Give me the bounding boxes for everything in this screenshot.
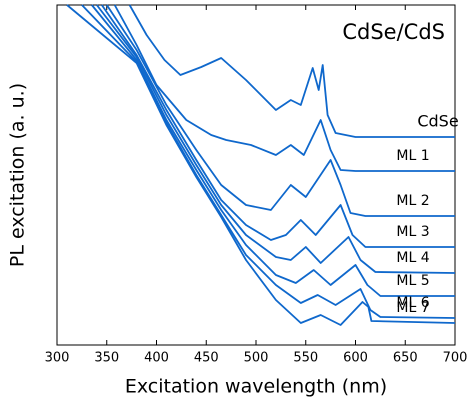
annotation: CdSe/CdS xyxy=(342,20,445,44)
x-tick-label: 700 xyxy=(443,351,468,366)
x-tick-label: 400 xyxy=(144,351,169,366)
series-line xyxy=(91,4,455,297)
series-label: ML 2 xyxy=(396,193,429,209)
series-label: ML 5 xyxy=(396,273,429,289)
x-axis-label: Excitation wavelength (nm) xyxy=(125,376,387,398)
x-tick-label: 350 xyxy=(94,351,119,366)
y-axis-label: PL excitation (a. u.) xyxy=(7,83,29,267)
x-tick-label: 450 xyxy=(194,351,219,366)
series-label: ML 7 xyxy=(396,300,429,316)
series-line xyxy=(101,4,455,248)
series-line xyxy=(106,4,455,217)
series-line xyxy=(113,4,455,172)
series-label: ML 1 xyxy=(396,148,429,164)
x-tick-label: 300 xyxy=(45,351,70,366)
series-label: ML 4 xyxy=(396,250,429,266)
series-label: ML 6 xyxy=(396,295,429,311)
series-label: ML 3 xyxy=(396,224,429,240)
series-label: CdSe xyxy=(417,112,458,131)
series-line xyxy=(128,4,455,138)
x-tick-label: 650 xyxy=(393,351,418,366)
x-tick-label: 550 xyxy=(293,351,318,366)
x-tick-label: 600 xyxy=(343,351,368,366)
x-tick-label: 500 xyxy=(244,351,269,366)
series-line xyxy=(66,4,456,326)
series-line xyxy=(96,4,456,274)
plot-frame xyxy=(56,4,456,346)
